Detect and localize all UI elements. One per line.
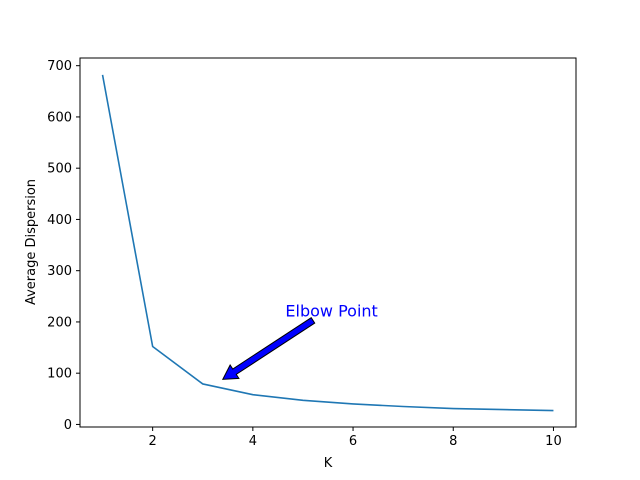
x-tick-label: 10 [545, 434, 562, 449]
plot-area-frame [79, 57, 577, 428]
x-axis-label: K [324, 456, 333, 471]
x-tick-label: 2 [149, 434, 157, 449]
y-tick-label: 500 [47, 162, 72, 177]
series-line [101, 74, 554, 412]
y-tick-label: 400 [47, 213, 72, 228]
plot-area-background [80, 58, 576, 427]
y-tick-label: 0 [64, 418, 72, 433]
annotation-arrow [221, 317, 316, 380]
x-tick-label: 4 [249, 434, 257, 449]
annotation-layer: Elbow Point [221, 302, 378, 380]
y-tick-label: 600 [47, 110, 72, 125]
x-tick-label: 6 [349, 434, 357, 449]
y-axis-label: Average Dispersion [24, 179, 39, 305]
y-tick-label: 300 [47, 264, 72, 279]
y-tick-label: 100 [47, 367, 72, 382]
y-tick-label: 700 [47, 59, 72, 74]
annotation-label: Elbow Point [285, 302, 377, 321]
x-axis-ticks: 2 4 6 8 10 [149, 427, 562, 449]
series-layer [101, 74, 554, 412]
x-tick-label: 8 [449, 434, 457, 449]
y-axis-ticks: 0 100 200 300 400 500 600 700 [47, 59, 80, 433]
y-tick-label: 200 [47, 315, 72, 330]
